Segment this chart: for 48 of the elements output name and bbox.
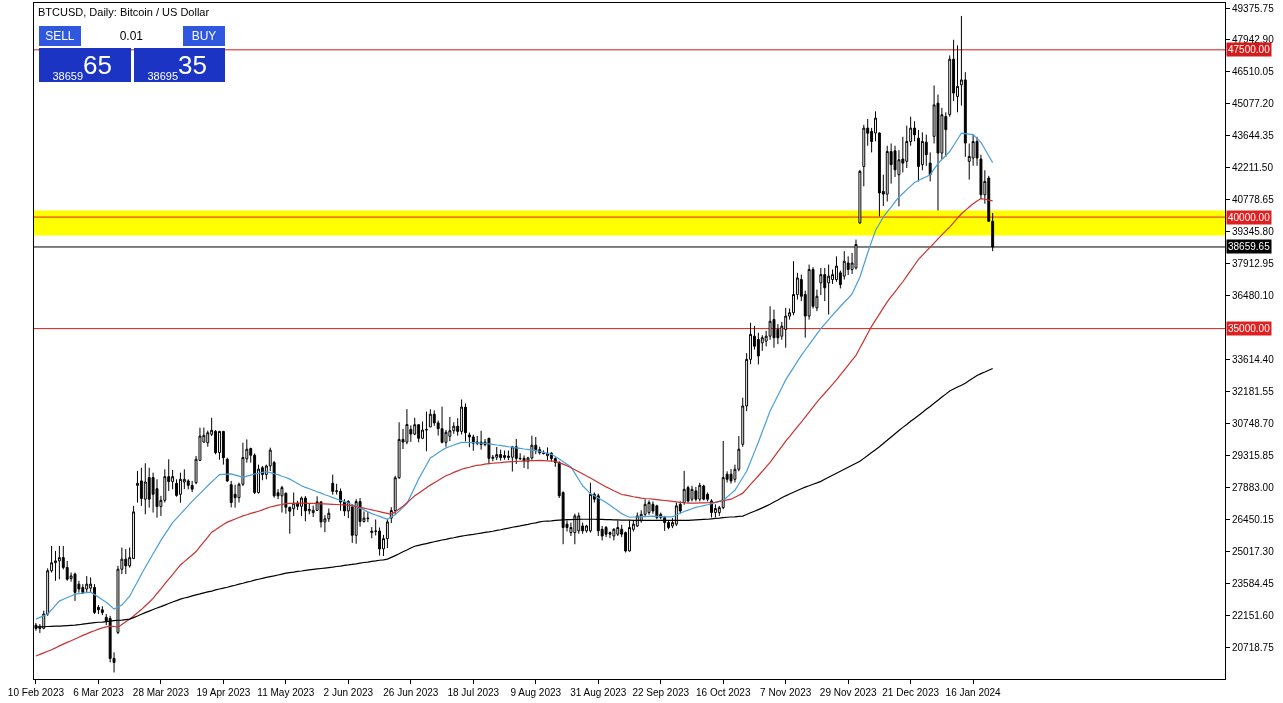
x-tick-label: 28 Mar 2023 — [132, 687, 190, 698]
y-tick-label: 45077.20 — [1232, 98, 1275, 110]
ref-line-label: 47500.00 — [1228, 44, 1271, 55]
x-tick-label: 16 Jan 2024 — [945, 687, 1002, 698]
ref-line-label: 40000.00 — [1228, 212, 1271, 223]
y-tick-label: 36480.10 — [1232, 290, 1275, 302]
annotation: 65 — [83, 50, 112, 80]
x-tick-label: 2 Jun 2023 — [323, 687, 374, 698]
annotation: 35 — [178, 50, 207, 80]
ref-line-label: 38659.65 — [1228, 241, 1271, 252]
ref-line-label: 35000.00 — [1228, 323, 1271, 334]
y-tick-label: 40778.65 — [1232, 194, 1275, 206]
annotation: 38659 — [52, 70, 83, 82]
y-tick-label: 43644.35 — [1232, 130, 1275, 142]
x-tick-label: 18 Jul 2023 — [447, 687, 500, 698]
y-tick-label: 39345.80 — [1232, 226, 1275, 238]
y-tick-label: 20718.75 — [1232, 641, 1275, 653]
y-tick-label: 33614.40 — [1232, 353, 1275, 365]
y-tick-label: 32181.55 — [1232, 385, 1275, 397]
x-tick-label: 7 Nov 2023 — [760, 687, 812, 698]
x-tick-label: 9 Aug 2023 — [510, 687, 562, 698]
y-tick-label: 47942.90 — [1232, 34, 1275, 46]
y-tick-label: 46510.05 — [1232, 66, 1275, 78]
y-tick-label: 26450.15 — [1232, 513, 1275, 525]
y-tick-label: 27883.00 — [1232, 481, 1275, 493]
annotation: 38695 — [147, 70, 178, 82]
x-tick-label: 21 Dec 2023 — [882, 687, 940, 698]
x-tick-label: 31 Aug 2023 — [570, 687, 627, 698]
chart-title: BTCUSD, Daily: Bitcoin / US Dollar — [38, 5, 210, 18]
x-tick-label: 22 Sep 2023 — [632, 687, 690, 698]
x-tick-label: 29 Nov 2023 — [819, 687, 877, 698]
x-tick-label: 16 Oct 2023 — [695, 687, 751, 698]
y-tick-label: 23584.45 — [1232, 577, 1275, 589]
y-tick-label: 49375.75 — [1232, 2, 1275, 14]
y-tick-label: 29315.85 — [1232, 449, 1275, 461]
annotation: SELL — [45, 29, 75, 43]
annotation: 0.01 — [119, 29, 144, 43]
x-tick-label: 19 Apr 2023 — [196, 687, 251, 698]
y-tick-label: 42211.50 — [1232, 162, 1274, 174]
x-tick-label: 26 Jun 2023 — [383, 687, 439, 698]
annotation: BUY — [191, 29, 217, 43]
x-tick-label: 10 Feb 2023 — [7, 687, 65, 698]
y-tick-label: 37912.95 — [1232, 258, 1275, 270]
y-tick-label: 30748.70 — [1232, 417, 1275, 429]
x-tick-label: 11 May 2023 — [257, 687, 315, 698]
x-tick-label: 6 Mar 2023 — [73, 687, 125, 698]
y-tick-label: 25017.30 — [1232, 545, 1275, 557]
y-tick-label: 22151.60 — [1232, 609, 1275, 621]
